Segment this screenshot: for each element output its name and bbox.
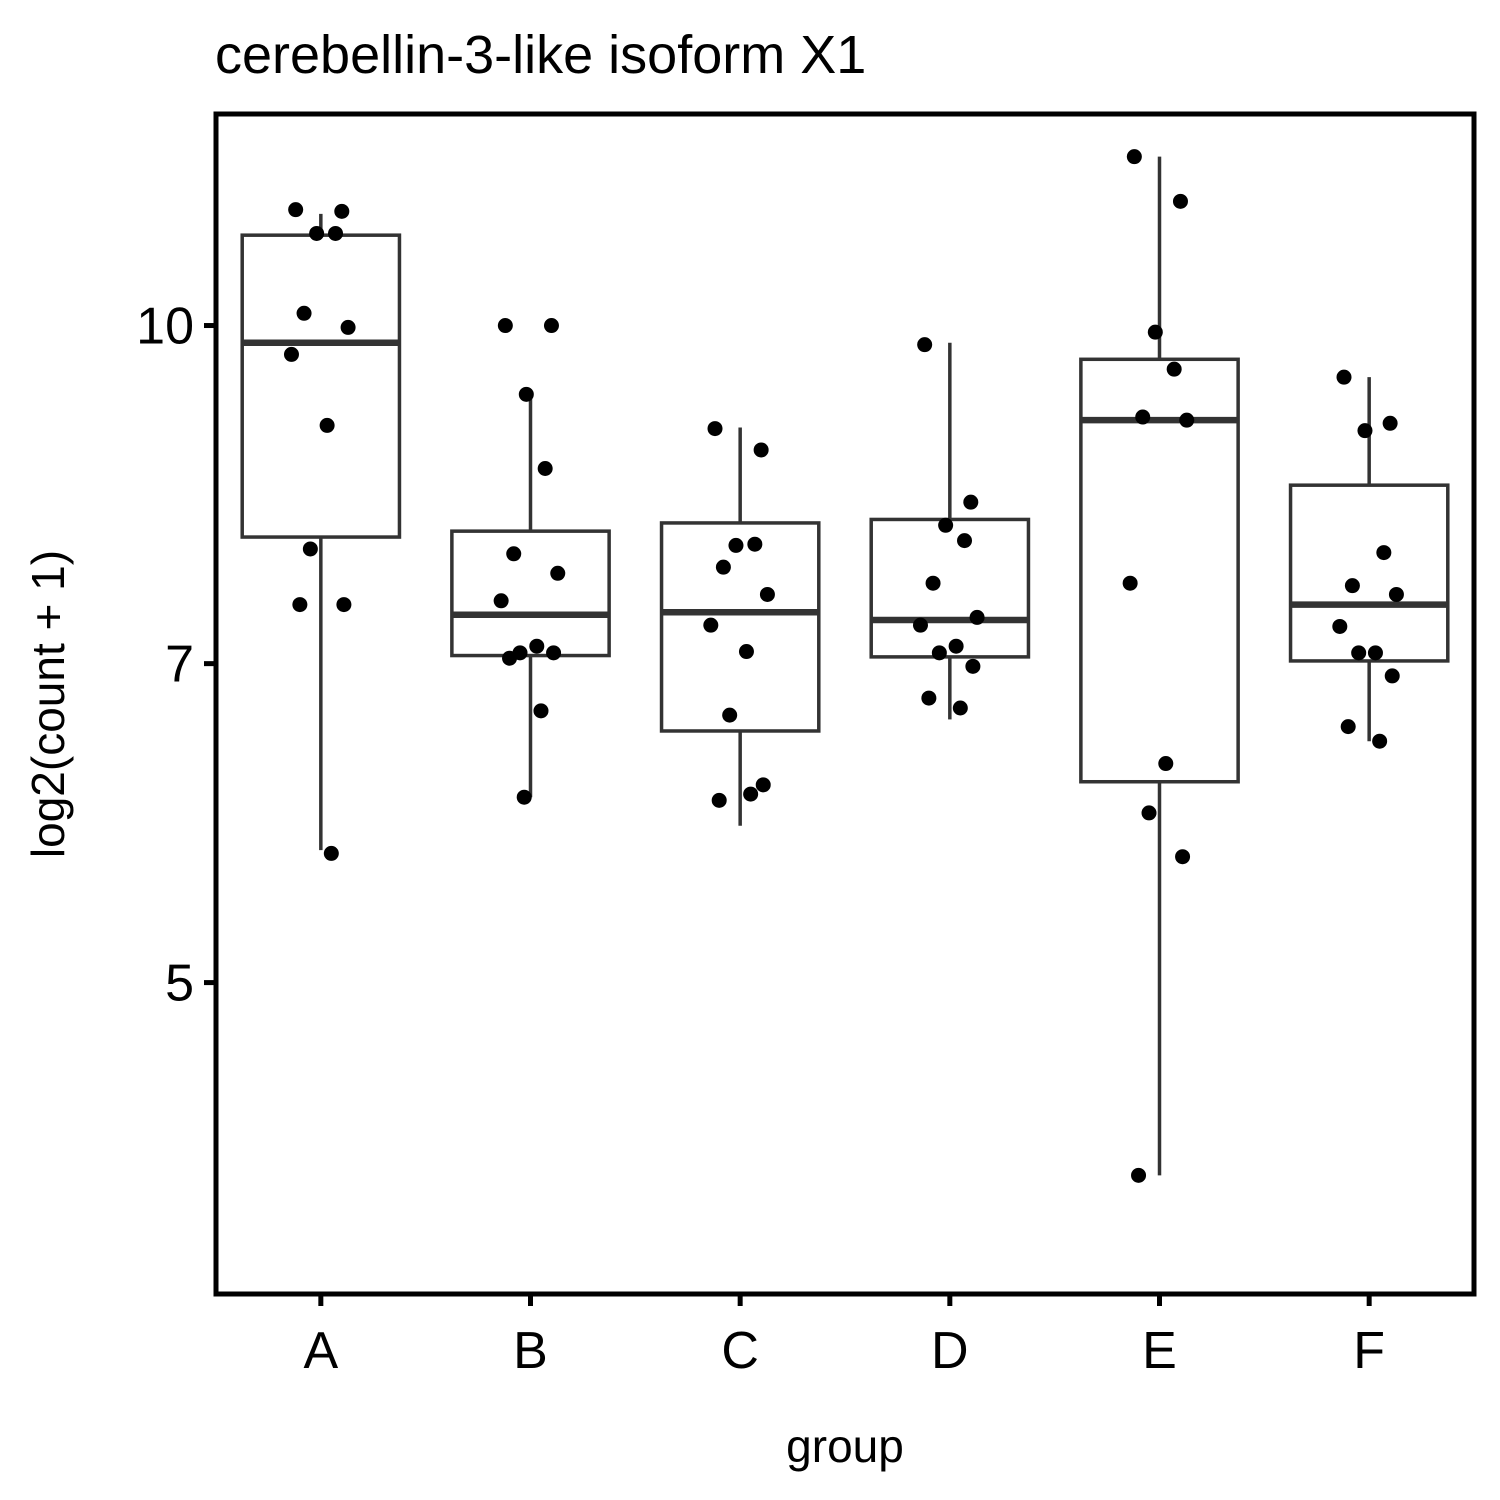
data-point-a-4 <box>328 225 344 241</box>
data-point-b-8 <box>529 638 545 654</box>
data-point-d-11 <box>921 690 937 706</box>
data-point-e-7 <box>1122 575 1138 591</box>
data-point-e-6 <box>1179 412 1195 428</box>
x-tick-label-b: B <box>513 1322 548 1380</box>
data-point-b-10 <box>546 645 562 661</box>
data-point-d-10 <box>965 658 981 674</box>
data-point-a-6 <box>340 319 356 335</box>
data-point-a-2 <box>334 203 350 219</box>
data-point-d-7 <box>912 617 928 633</box>
y-tick-label-7: 7 <box>165 636 194 694</box>
data-point-f-7 <box>1332 618 1348 634</box>
data-point-f-4 <box>1376 545 1392 561</box>
data-point-f-1 <box>1336 369 1352 385</box>
data-point-b-5 <box>506 546 522 562</box>
data-point-c-7 <box>703 617 719 633</box>
data-point-e-8 <box>1158 756 1174 772</box>
data-point-d-6 <box>969 609 985 625</box>
data-point-c-3 <box>728 537 744 553</box>
data-point-d-8 <box>948 638 964 654</box>
data-point-d-12 <box>952 700 968 716</box>
y-tick-label-5: 5 <box>165 955 194 1013</box>
data-point-b-7 <box>493 593 509 609</box>
data-point-d-9 <box>931 645 947 661</box>
data-point-c-9 <box>722 707 738 723</box>
box-f <box>1288 483 1450 663</box>
data-point-f-6 <box>1388 586 1404 602</box>
data-point-f-9 <box>1351 645 1367 661</box>
data-point-b-13 <box>516 789 532 805</box>
data-point-c-10 <box>755 777 771 793</box>
data-point-a-3 <box>309 225 325 241</box>
data-point-d-3 <box>938 517 954 533</box>
data-point-f-5 <box>1344 578 1360 594</box>
data-point-c-5 <box>715 559 731 575</box>
data-point-c-11 <box>711 792 727 808</box>
data-point-d-1 <box>917 337 933 353</box>
data-point-f-10 <box>1384 668 1400 684</box>
data-point-e-1 <box>1126 149 1142 165</box>
data-point-e-9 <box>1141 805 1157 821</box>
data-point-d-4 <box>957 533 973 549</box>
data-point-c-1 <box>707 421 723 437</box>
y-tick-label-10: 10 <box>136 298 194 356</box>
data-point-d-5 <box>925 575 941 591</box>
data-point-e-10 <box>1175 849 1191 865</box>
data-point-f-12 <box>1372 733 1388 749</box>
data-point-a-11 <box>292 597 308 613</box>
data-point-c-8 <box>738 644 754 660</box>
data-point-e-4 <box>1166 361 1182 377</box>
data-point-a-1 <box>288 202 304 218</box>
data-point-f-11 <box>1340 719 1356 735</box>
data-point-e-2 <box>1172 193 1188 209</box>
data-point-a-9 <box>302 541 318 557</box>
data-point-b-6 <box>550 565 566 581</box>
box-c <box>659 521 821 733</box>
data-point-a-7 <box>283 346 299 362</box>
box-b <box>450 529 611 658</box>
data-point-b-1 <box>497 318 513 334</box>
data-point-f-2 <box>1382 415 1398 431</box>
data-point-b-12 <box>533 703 549 719</box>
points-layer <box>283 149 1404 1183</box>
x-axis-title: group <box>786 1420 904 1472</box>
data-point-b-4 <box>537 461 553 477</box>
data-point-c-4 <box>747 536 763 552</box>
data-point-b-2 <box>543 318 559 334</box>
y-axis-title: log2(count + 1) <box>22 550 74 858</box>
data-point-e-3 <box>1147 324 1163 340</box>
data-point-c-2 <box>753 442 769 458</box>
panel-border <box>213 111 1477 1297</box>
data-point-c-6 <box>759 586 775 602</box>
box-e <box>1079 357 1240 784</box>
x-tick-label-e: E <box>1142 1322 1177 1380</box>
data-point-d-2 <box>963 494 979 510</box>
data-point-f-8 <box>1367 645 1383 661</box>
data-point-a-10 <box>336 597 352 613</box>
x-tick-label-c: C <box>721 1322 759 1380</box>
x-tick-label-a: A <box>303 1322 338 1380</box>
boxes-layer <box>240 156 1450 1176</box>
axes-layer: A B C D E F 5 7 10 <box>136 298 1385 1380</box>
chart-title: cerebellin-3-like isoform X1 <box>215 25 866 85</box>
data-point-a-8 <box>319 417 335 433</box>
data-point-b-3 <box>518 386 534 402</box>
data-point-c-12 <box>743 786 759 802</box>
data-point-b-11 <box>502 650 518 666</box>
x-tick-label-d: D <box>931 1322 969 1380</box>
x-tick-label-f: F <box>1353 1322 1385 1380</box>
data-point-f-3 <box>1357 423 1373 439</box>
box-d <box>869 517 1031 659</box>
data-point-e-5 <box>1135 409 1151 425</box>
data-point-e-11 <box>1131 1167 1147 1183</box>
data-point-a-5 <box>296 305 312 321</box>
box-a <box>240 233 402 539</box>
data-point-a-12 <box>323 845 339 861</box>
